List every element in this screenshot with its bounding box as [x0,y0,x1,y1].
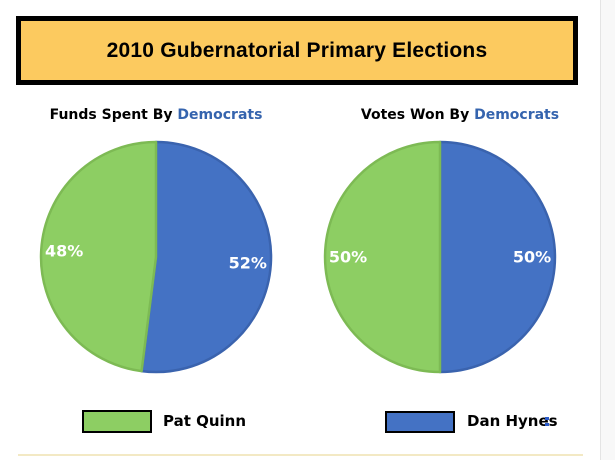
votes-chart-title-blue: Democrats [474,107,560,123]
legend-label-dan-hynes: Dan Hynes [467,412,558,430]
pie-value-label: 48% [45,241,84,261]
page-title: 2010 Gubernatorial Primary Elections [106,38,488,62]
votes-chart-title: Votes Won By Democrats [343,104,577,126]
cell-border-line [18,454,583,456]
legend-swatch-dan-hynes[interactable] [385,411,455,433]
legend-swatch-pat-quinn[interactable] [82,410,152,433]
pie-slice-dan-hynes[interactable] [140,140,273,374]
funds-chart: Funds Spent By Democrats 52% 48% [39,104,273,374]
scrollbar-track[interactable] [600,0,615,460]
pie-slice-dan-hynes[interactable] [438,140,557,374]
funds-chart-title-black: Funds Spent By [49,107,173,123]
legend-label-pat-quinn: Pat Quinn [163,412,247,430]
pie-slice-pat-quinn[interactable] [39,140,158,373]
votes-pie[interactable]: 50% 50% [323,140,557,374]
funds-pie[interactable]: 52% 48% [39,140,273,374]
funds-chart-title: Funds Spent By Democrats [39,104,273,126]
pie-svg [39,140,273,374]
stray-ink-mark [545,417,549,420]
votes-chart: Votes Won By Democrats 50% 50% [323,104,559,374]
title-banner: 2010 Gubernatorial Primary Elections [16,16,578,85]
pie-svg [323,140,557,374]
pie-value-label: 50% [512,247,552,267]
votes-chart-title-black: Votes Won By [360,107,470,123]
pie-value-label: 50% [328,247,368,267]
funds-chart-title-blue: Democrats [177,107,263,123]
pie-value-label: 52% [228,253,267,273]
pie-slice-pat-quinn[interactable] [323,140,442,374]
